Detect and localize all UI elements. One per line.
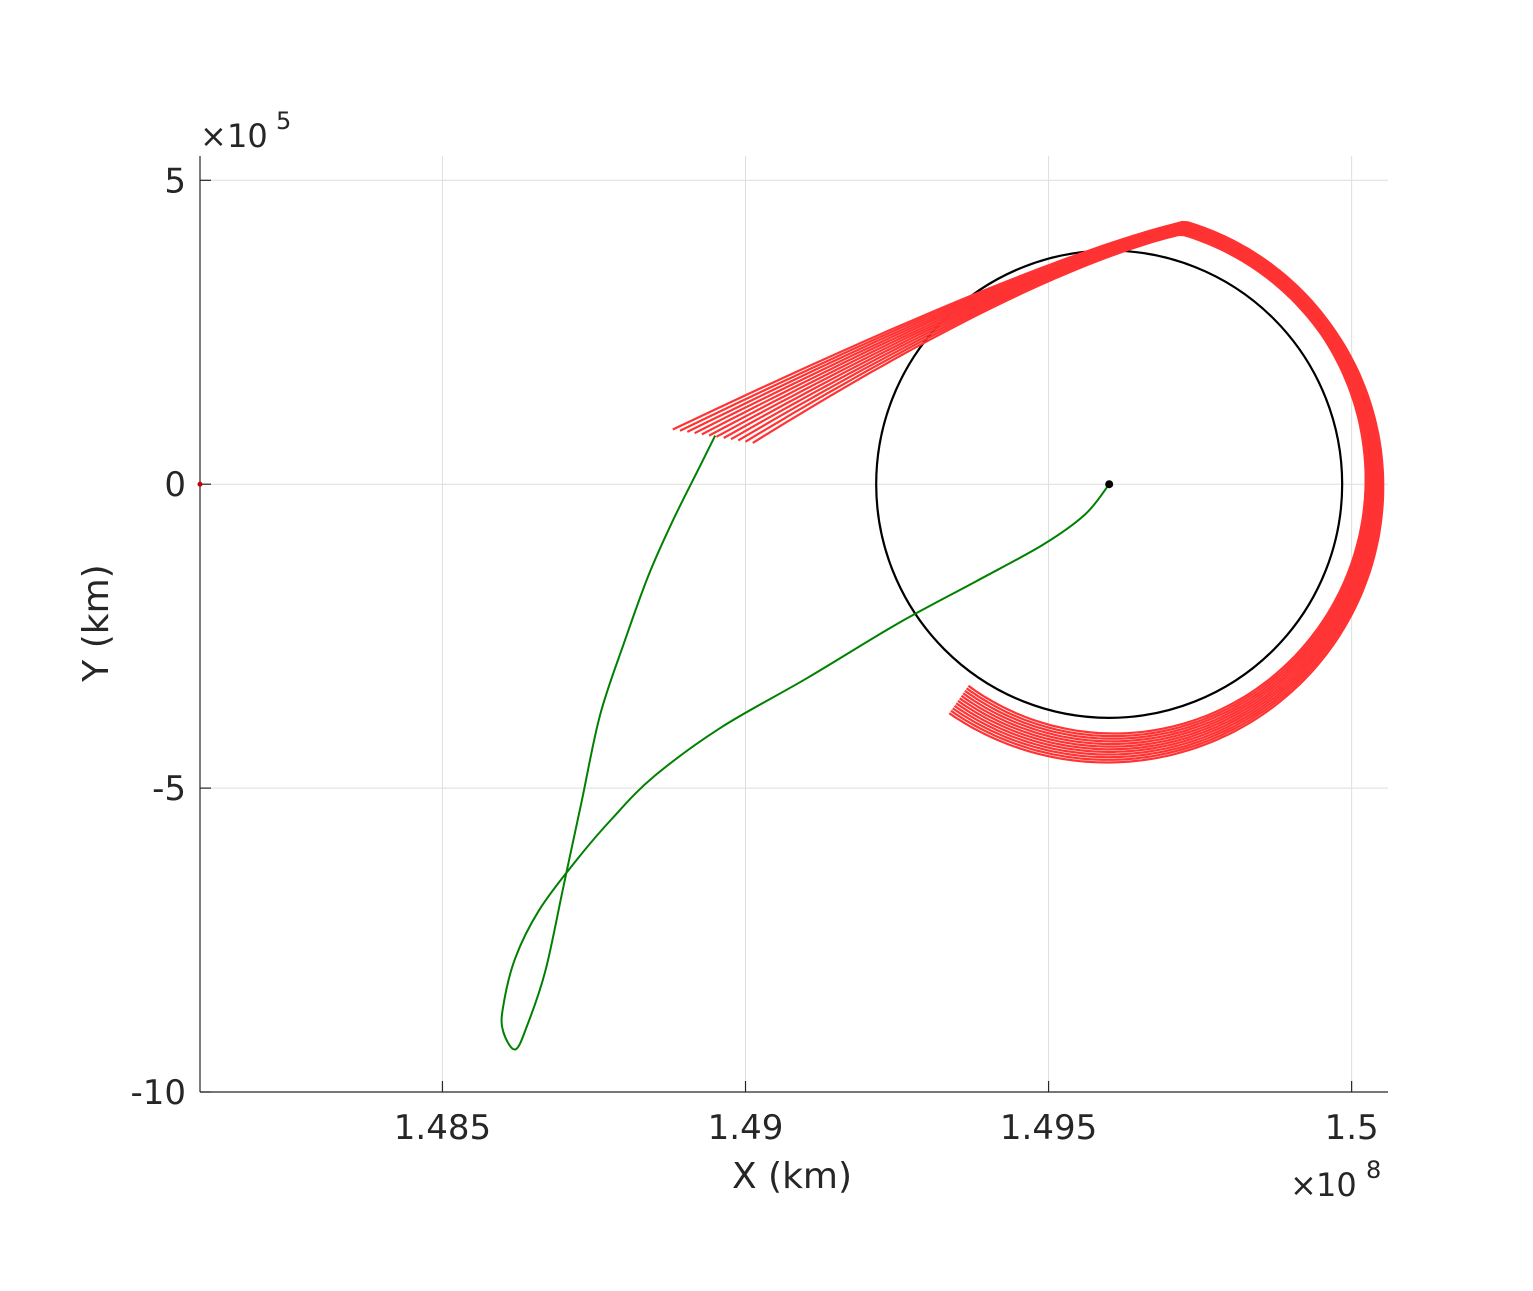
x-tick-label: 1.495 <box>1000 1108 1097 1148</box>
transfer-trajectory-line <box>500 435 1110 1051</box>
spiral-strand <box>694 224 1380 756</box>
y-exponent: × 10 5 <box>200 107 291 155</box>
spiral-strand <box>715 227 1375 748</box>
axes: 1.485 1.49 1.495 1.5 5 0 -5 -10 <box>130 156 1388 1148</box>
y-exponent-times: × <box>200 117 227 155</box>
y-tick-label: 0 <box>164 465 186 505</box>
x-exponent-times: × <box>1290 1166 1317 1204</box>
x-exponent-power: 8 <box>1366 1156 1381 1184</box>
y-axis-label: Y (km) <box>76 564 117 682</box>
spiral-strand <box>672 220 1385 764</box>
spiral-strand <box>744 232 1369 738</box>
x-tick-label: 1.5 <box>1325 1108 1379 1148</box>
central-point <box>1105 480 1114 489</box>
x-axis-label: X (km) <box>732 1156 852 1197</box>
origin-marker <box>197 481 203 487</box>
spiral-strand <box>737 231 1370 740</box>
x-exponent: × 10 8 <box>1290 1156 1381 1204</box>
x-exponent-base: 10 <box>1316 1166 1357 1204</box>
x-tick-label: 1.485 <box>394 1108 491 1148</box>
spiral-strand <box>723 229 1374 746</box>
y-exponent-power: 5 <box>276 107 291 135</box>
spiral-strand <box>686 223 1382 759</box>
plot-area <box>500 220 1385 1051</box>
spiral-strand <box>752 233 1367 735</box>
spiral-strand <box>701 225 1378 753</box>
y-tick-label: 5 <box>164 161 186 201</box>
y-tick-label: -5 <box>152 769 186 809</box>
x-tick-label: 1.49 <box>708 1108 784 1148</box>
y-exponent-base: 10 <box>227 117 268 155</box>
y-tick-label: -10 <box>130 1073 186 1113</box>
